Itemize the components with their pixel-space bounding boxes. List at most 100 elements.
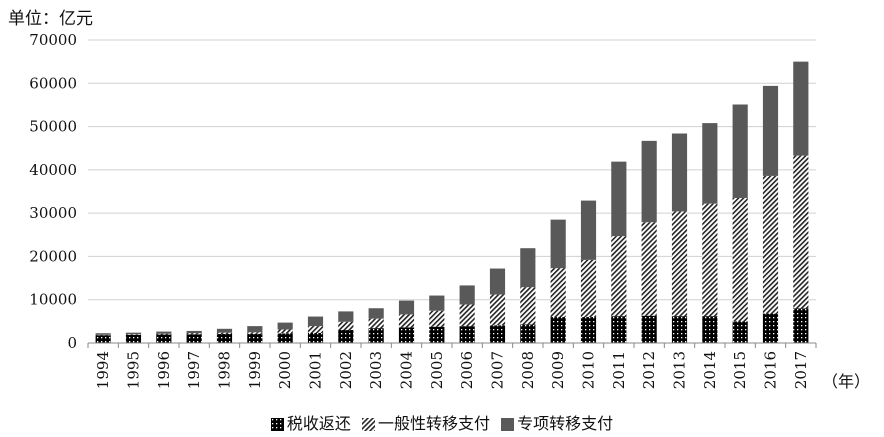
y-tick-label: 40000 [29,161,77,179]
bar-stack-2011 [611,161,627,343]
bar-segment-general-transfer [580,259,597,318]
bar-segment-general-transfer [125,334,142,335]
legend-label: 一般性转移支付 [377,414,490,433]
bar-segment-general-transfer [550,268,566,318]
bar-stack-2017 [793,61,809,343]
bar-stack-2007 [489,268,506,343]
bar-stack-2001 [307,316,324,343]
bar-stack-1996 [156,331,172,343]
bar-segment-special-transfer [247,326,263,333]
bar-stack-1998 [216,328,233,343]
bar-segment-general-transfer [702,203,718,317]
bar-segment-tax-rebate [611,316,627,343]
legend-label: 专项转移支付 [517,414,614,433]
y-axis-ticks: 0 10000 20000 30000 40000 50000 60000 70000 [29,31,77,352]
x-tick-label: 1995 [125,351,143,389]
bar-segment-tax-rebate [580,317,597,343]
bar-stack-1995 [125,332,142,343]
bar-segment-tax-rebate [216,333,233,343]
bar-stack-2002 [338,311,354,343]
bar-segment-special-transfer [580,200,597,260]
y-axis-unit-label: 单位：亿元 [8,9,93,29]
bar-segment-tax-rebate [125,334,142,343]
bar-stack-2003 [368,308,384,343]
x-tick-label: 2017 [792,351,810,389]
legend-swatch-solid [501,418,515,431]
x-tick-label: 2001 [307,351,325,389]
bar-segment-special-transfer [732,104,748,198]
bar-segment-special-transfer [156,331,172,334]
x-tick-label: 2002 [337,351,355,389]
x-tick-label: 2012 [640,351,658,389]
x-tick-label: 1999 [246,351,264,389]
bar-segment-special-transfer [550,219,566,269]
stacked-bar-chart: 0 10000 20000 30000 40000 50000 60000 70000 199… [29,31,817,389]
bar-segment-tax-rebate [156,334,172,343]
bar-stack-2000 [277,322,293,343]
bar-stack-2015 [732,104,748,343]
bar-segment-tax-rebate [368,328,384,343]
x-axis-unit-label: （年） [822,372,871,391]
bar-stack-2016 [762,85,779,343]
bar-segment-special-transfer [702,123,718,204]
x-tick-label: 2008 [519,351,537,389]
bar-segment-special-transfer [762,85,779,176]
legend-label: 税收返还 [286,414,351,433]
bar-stack-1994 [95,333,111,343]
gridlines [88,39,816,301]
x-tick-label: 2016 [762,351,780,389]
bar-segment-special-transfer [368,308,384,319]
bar-segment-tax-rebate [459,326,475,343]
y-tick-label: 70000 [29,31,77,49]
bar-segment-special-transfer [95,333,111,335]
y-tick-label: 50000 [29,118,77,136]
x-tick-label: 2000 [276,351,294,389]
bar-segment-tax-rebate [307,333,324,343]
bar-segment-special-transfer [277,322,293,330]
bar-segment-general-transfer [762,175,779,314]
x-tick-label: 2009 [549,351,567,389]
bar-stack-2014 [702,123,718,343]
x-tick-label: 2011 [610,351,628,389]
bar-stack-2006 [459,285,475,343]
bar-segment-general-transfer [459,304,475,327]
legend-swatch-hatched [361,418,375,431]
bar-segment-general-transfer [489,294,506,326]
bar-stack-2013 [671,133,688,343]
x-tick-label: 2014 [701,351,719,389]
bar-segment-special-transfer [641,140,657,223]
bar-segment-tax-rebate [247,333,263,343]
legend-item-tax-rebate: 税收返还 [270,410,351,434]
bar-stack-1997 [186,330,202,343]
x-tick-label: 2010 [580,351,598,389]
x-tick-label: 2006 [458,351,476,389]
x-tick-label: 2005 [428,351,446,389]
bar-segment-general-transfer [307,326,324,334]
bar-stack-2009 [550,219,566,343]
bar-segment-special-transfer [489,268,506,295]
x-tick-label: 1998 [216,351,234,389]
bar-segment-special-transfer [611,161,627,237]
bar-stack-2008 [520,248,536,343]
bar-segment-tax-rebate [95,335,111,343]
bar-segment-general-transfer [641,222,657,316]
bar-segment-special-transfer [520,248,536,288]
bar-stack-2010 [580,200,597,343]
bar-segment-general-transfer [611,236,627,317]
x-tick-label: 1997 [185,351,203,389]
bar-stack-2005 [429,295,445,343]
y-tick-label: 10000 [29,291,77,309]
x-tick-label: 2004 [398,351,416,389]
bar-segment-special-transfer [186,330,202,334]
bar-segment-general-transfer [398,314,415,328]
bar-segment-tax-rebate [732,321,748,343]
bars [95,61,809,343]
x-tick-label: 2007 [489,351,507,389]
bar-segment-special-transfer [398,300,415,315]
bar-segment-special-transfer [793,61,809,156]
x-tick-label: 1994 [94,351,112,389]
legend: 税收返还 一般性转移支付 专项转移支付 [0,410,884,434]
bar-segment-tax-rebate [520,324,536,343]
bar-segment-general-transfer [368,318,384,329]
bar-segment-tax-rebate [762,313,779,343]
